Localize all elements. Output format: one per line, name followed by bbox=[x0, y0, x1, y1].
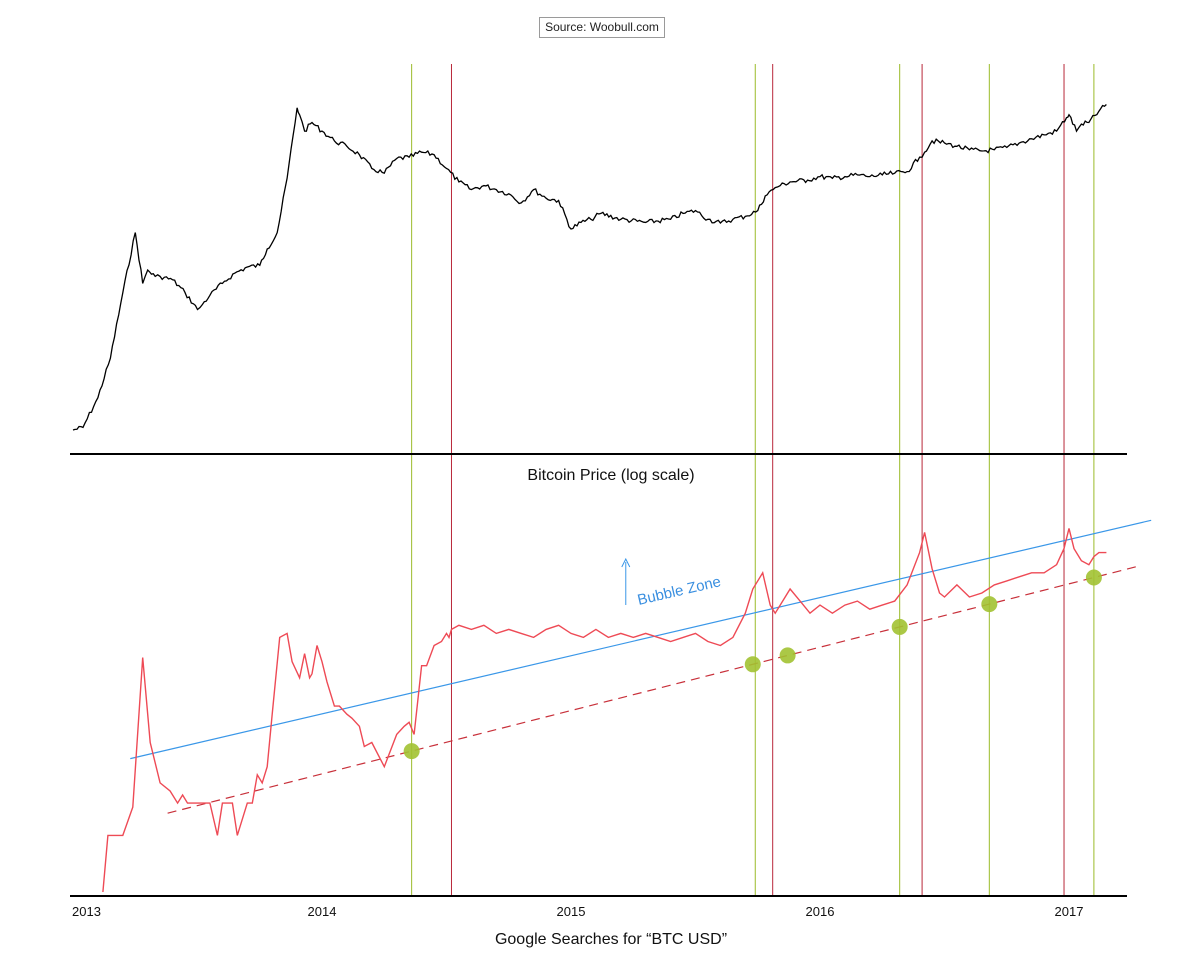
search-series-line bbox=[102, 528, 1107, 893]
green-marker-0 bbox=[403, 743, 420, 760]
x-tick-label-2015: 2015 bbox=[557, 904, 586, 919]
green-marker-2 bbox=[779, 647, 796, 664]
source-label: Source: Woobull.com bbox=[539, 17, 665, 38]
green-marker-4 bbox=[981, 596, 998, 613]
price-panel bbox=[72, 104, 1107, 431]
event-vertical-lines bbox=[411, 64, 1095, 895]
bubble-zone-label: Bubble Zone bbox=[636, 573, 723, 609]
x-tick-label-2014: 2014 bbox=[308, 904, 337, 919]
search-panel: Bubble Zone bbox=[102, 519, 1152, 893]
price-series-line bbox=[72, 104, 1107, 431]
green-marker-3 bbox=[891, 618, 908, 635]
x-tick-label-2016: 2016 bbox=[806, 904, 835, 919]
bubble-zone-line bbox=[130, 519, 1152, 760]
green-marker-5 bbox=[1085, 569, 1102, 586]
search-axis-title: Google Searches for “BTC USD” bbox=[495, 931, 727, 948]
x-tick-label-2017: 2017 bbox=[1055, 904, 1084, 919]
green-marker-1 bbox=[744, 656, 761, 673]
bubble-zone-arrowhead bbox=[621, 557, 631, 568]
support-trend-line bbox=[167, 566, 1137, 814]
x-tick-label-2013: 2013 bbox=[72, 904, 101, 919]
x-axis-ticks: 2013 2014 2015 2016 2017 bbox=[72, 904, 1083, 919]
price-axis-title: Bitcoin Price (log scale) bbox=[527, 467, 694, 484]
